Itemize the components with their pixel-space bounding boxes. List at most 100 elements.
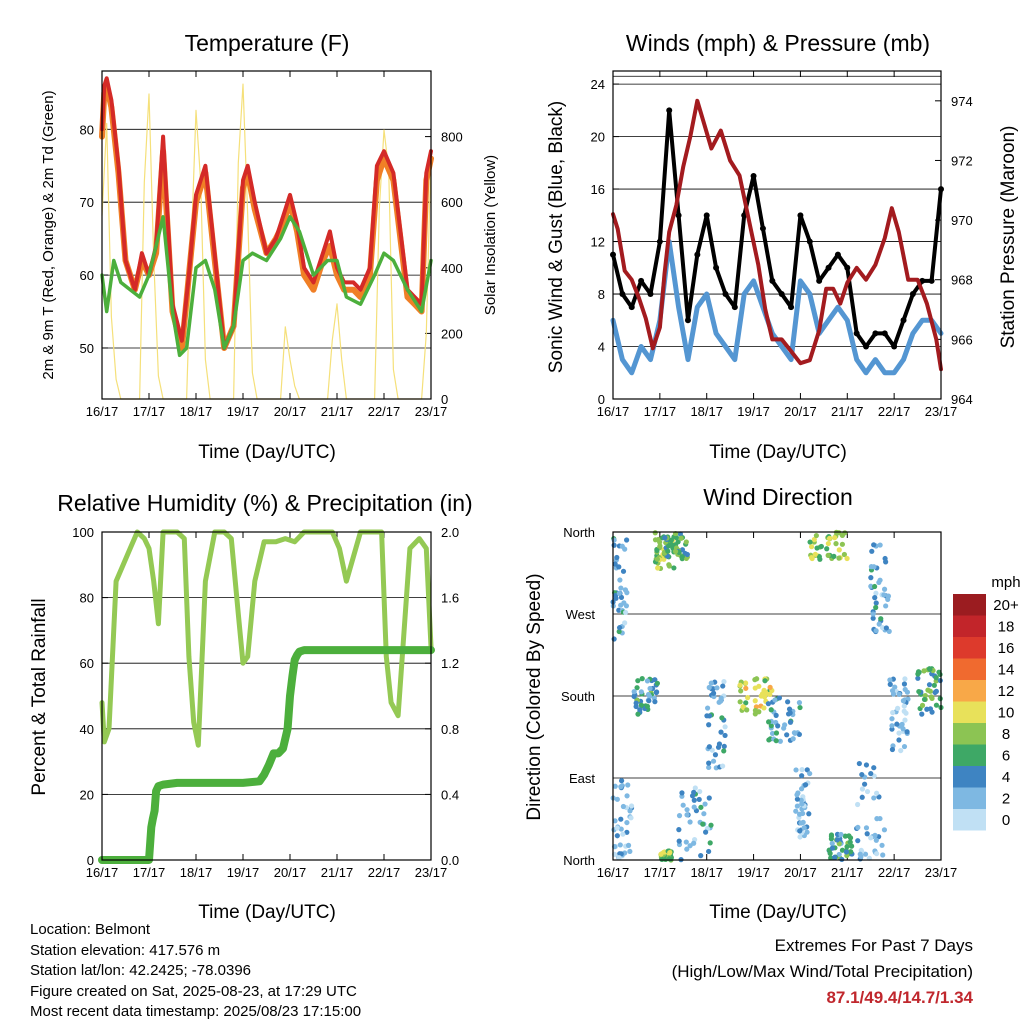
direction-point [849,843,855,849]
direction-point [829,845,836,851]
direction-point [773,730,780,736]
direction-point [862,851,869,857]
direction-point [721,748,727,754]
direction-point [889,746,896,753]
direction-point [793,808,799,814]
gust-point [891,343,898,350]
gust-point [844,264,851,271]
direction-point [659,856,665,862]
y-tick-label: West [566,607,596,622]
direction-point [624,829,630,835]
x-tick-label: 22/17 [368,865,401,880]
direction-point [623,603,630,609]
direction-point [634,685,640,691]
direction-point [839,532,845,539]
direction-point [937,677,943,684]
gust-point [834,251,841,258]
direction-point [838,831,844,838]
direction-point [719,715,725,721]
direction-point [680,802,686,808]
direction-title: Wind Direction [703,484,853,510]
direction-point [633,700,639,706]
direction-point [900,726,906,732]
direction-point [825,540,831,547]
direction-point [684,812,690,818]
direction-point [873,604,879,611]
direction-point [698,853,704,859]
station-location: Location: Belmont [30,921,151,938]
direction-point [847,839,853,845]
direction-point [665,548,671,554]
x-tick-label: 18/17 [690,404,723,419]
direction-point [652,530,658,536]
humidity-line [99,529,434,748]
direction-point [872,595,878,601]
direction-point [684,846,690,852]
direction-point [824,546,830,552]
direction-point [862,781,868,787]
direction-point [738,688,744,694]
plot-frame [612,70,942,400]
y-tick-label: South [561,689,595,704]
direction-point [684,807,690,813]
direction-point [878,616,884,622]
direction-point [706,848,712,855]
direction-point [825,552,831,558]
direction-point [647,685,653,692]
direction-point [883,625,889,631]
direction-point [617,577,623,583]
gust-point [731,304,738,311]
direction-point [704,705,711,711]
gust-point [797,212,804,219]
direction-point [904,729,910,735]
direction-point [813,532,819,539]
direction-point [635,678,641,684]
direction-point [618,594,625,601]
direction-point [841,551,847,558]
direction-point [843,849,850,855]
direction-point [706,764,712,771]
temperature-ylabel-right: Solar Insolation (Yellow) [482,155,499,315]
temperature-xlabel: Time (Day/UTC) [198,442,336,463]
direction-point [787,719,794,725]
y2-tick-label: 964 [951,392,973,407]
station-info: Location: Belmont Station elevation: 417… [30,920,361,1023]
direction-point [864,788,871,795]
direction-point [655,565,661,571]
direction-point [826,535,833,541]
y-tick-label: 0 [598,392,605,407]
y2-tick-label: 966 [951,332,973,347]
direction-point [881,827,888,833]
direction-point [784,732,790,738]
extremes-values: 87.1/49.4/14.7/1.34 [826,988,973,1007]
direction-point [859,771,865,778]
direction-point [919,702,926,708]
station-elevation: Station elevation: 417.576 m [30,941,221,959]
direction-point [828,855,834,861]
direction-point [932,689,938,696]
direction-point [902,676,908,682]
direction-point [646,698,652,704]
direction-point [618,585,624,591]
direction-point [876,621,882,627]
legend-swatch [953,723,986,745]
gust-point [881,330,888,337]
direction-point [796,700,803,706]
direction-point [799,801,805,807]
x-tick-label: 19/17 [737,404,770,419]
direction-point [718,695,724,701]
direction-point [704,713,710,719]
direction-point [627,848,633,855]
direction-point [799,773,805,779]
direction-point [899,721,905,727]
direction-point [613,595,619,601]
direction-point [921,668,927,674]
direction-point [801,825,807,831]
direction-point [863,825,870,831]
latest-timestamp: Most recent data timestamp: 2025/08/23 1… [30,1003,362,1020]
legend-swatch [953,637,986,659]
gust-point [694,251,701,258]
direction-point [916,669,922,675]
gust-point [619,291,626,298]
direction-point [639,676,645,682]
